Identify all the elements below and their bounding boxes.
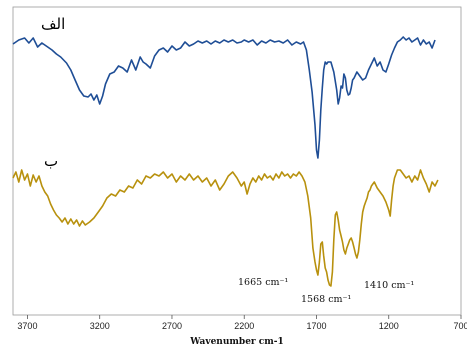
x-tick-label-3700: 3700 [17, 321, 37, 331]
x-axis-title: Wavenumber cm-1 [189, 337, 284, 347]
annotation-1665: 1665 cm⁻¹ [238, 277, 289, 288]
plot-frame [12, 6, 462, 316]
x-axis: 3700 3200 2700 2200 1700 1200 700 [17, 315, 467, 331]
x-tick-label-1700: 1700 [306, 321, 326, 331]
annotation-1410: 1410 cm⁻¹ [364, 280, 415, 291]
series-label-be: ب [44, 152, 58, 170]
series-line-alef [12, 36, 436, 159]
annotation-1568: 1568 cm⁻¹ [301, 294, 352, 305]
x-tick-label-2200: 2200 [234, 321, 254, 331]
x-tick-label-1200: 1200 [379, 321, 399, 331]
series-label-alef: الف [41, 15, 65, 33]
x-tick-label-3200: 3200 [90, 321, 110, 331]
x-tick-label-700: 700 [453, 321, 467, 331]
series-line-be [12, 169, 439, 287]
x-tick-label-2700: 2700 [162, 321, 182, 331]
